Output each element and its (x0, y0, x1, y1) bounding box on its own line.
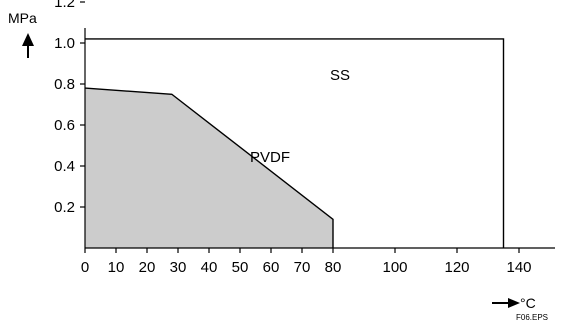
y-ticks: 0.2 0.4 0.6 0.8 1.0 1.2 (54, 0, 85, 216)
y-tick-label: 0.6 (54, 117, 75, 134)
x-tick-label: 80 (325, 259, 342, 276)
x-tick-label: 70 (294, 259, 311, 276)
y-tick-label: 0.4 (54, 158, 75, 175)
x-ticks: 0 10 20 30 40 50 60 70 80 100 120 140 (81, 248, 532, 276)
axes (84, 28, 555, 249)
x-tick-label: 50 (232, 259, 249, 276)
x-tick-label: 30 (170, 259, 187, 276)
pvdf-area (85, 88, 333, 248)
y-tick-label: 0.2 (54, 199, 75, 216)
file-tag: F06.EPS (516, 313, 548, 322)
x-tick-label: 140 (506, 259, 531, 276)
series-labels: SS PVDF (250, 67, 350, 166)
x-tick-label: 10 (108, 259, 125, 276)
x-tick-label: 40 (201, 259, 218, 276)
y-axis-arrow-icon (22, 33, 34, 58)
ss-line (85, 38, 505, 248)
x-axis-arrow-icon (492, 298, 520, 308)
y-tick-label: 1.2 (54, 0, 75, 11)
pvdf-label: PVDF (250, 149, 290, 166)
y-tick-label: 1.0 (54, 35, 75, 52)
x-tick-label: 0 (81, 259, 89, 276)
y-axis-label: MPa (8, 10, 37, 26)
y-tick-label: 0.8 (54, 76, 75, 93)
pvdf-line (84, 87, 334, 248)
x-tick-label: 100 (382, 259, 407, 276)
x-tick-label: 60 (263, 259, 280, 276)
x-tick-label: 120 (444, 259, 469, 276)
series-layer (84, 38, 505, 248)
ss-label: SS (330, 67, 350, 84)
x-tick-label: 20 (139, 259, 156, 276)
x-axis-label: °C (520, 295, 536, 311)
